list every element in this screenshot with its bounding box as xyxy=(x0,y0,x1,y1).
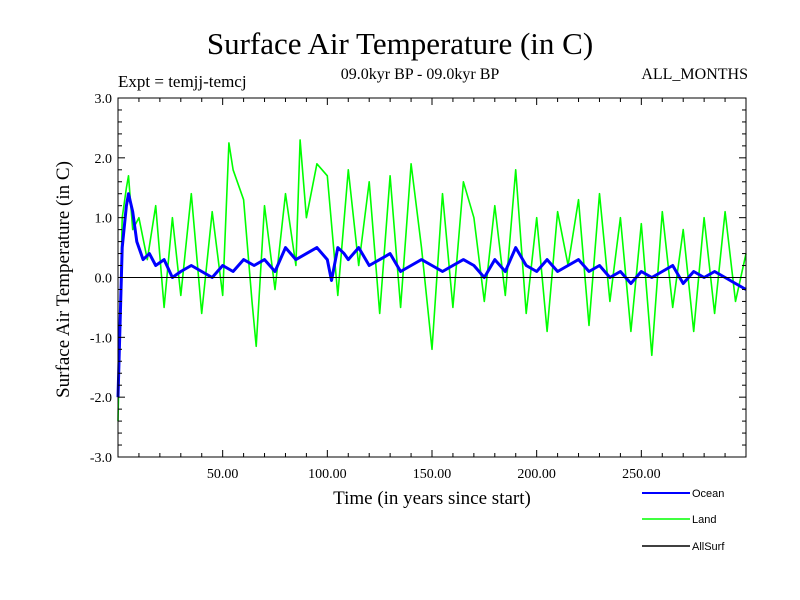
y-tick-label: 3.0 xyxy=(95,92,113,107)
y-tick-label: -1.0 xyxy=(90,331,112,346)
legend-label-ocean: Ocean xyxy=(692,488,724,500)
months-label: ALL_MONTHS xyxy=(641,66,748,83)
y-axis-label: Surface Air Temperature (in C) xyxy=(53,161,74,398)
x-tick-label: 250.00 xyxy=(622,467,661,482)
x-tick-label: 150.00 xyxy=(413,467,452,482)
series-ocean-line xyxy=(116,192,747,398)
y-tick-label: -3.0 xyxy=(90,451,112,466)
y-tick-label: 2.0 xyxy=(95,152,113,167)
y-tick-label: -2.0 xyxy=(90,391,112,406)
x-tick-label: 200.00 xyxy=(517,467,556,482)
y-tick-label: 0.0 xyxy=(95,272,113,287)
experiment-label: Expt = temjj-temcj xyxy=(118,72,247,91)
x-tick-label: 100.00 xyxy=(308,467,347,482)
y-tick-label: 1.0 xyxy=(95,212,113,227)
period-label: 09.0kyr BP - 09.0kyr BP xyxy=(340,66,500,83)
series-land-line xyxy=(117,139,747,422)
x-tick-label: 50.00 xyxy=(207,467,239,482)
legend-label-land: Land xyxy=(692,514,716,526)
legend-label-allsurf: AllSurf xyxy=(692,541,725,553)
x-axis-label: Time (in years since start) xyxy=(333,488,531,509)
chart-title: Surface Air Temperature (in C) xyxy=(206,26,594,61)
